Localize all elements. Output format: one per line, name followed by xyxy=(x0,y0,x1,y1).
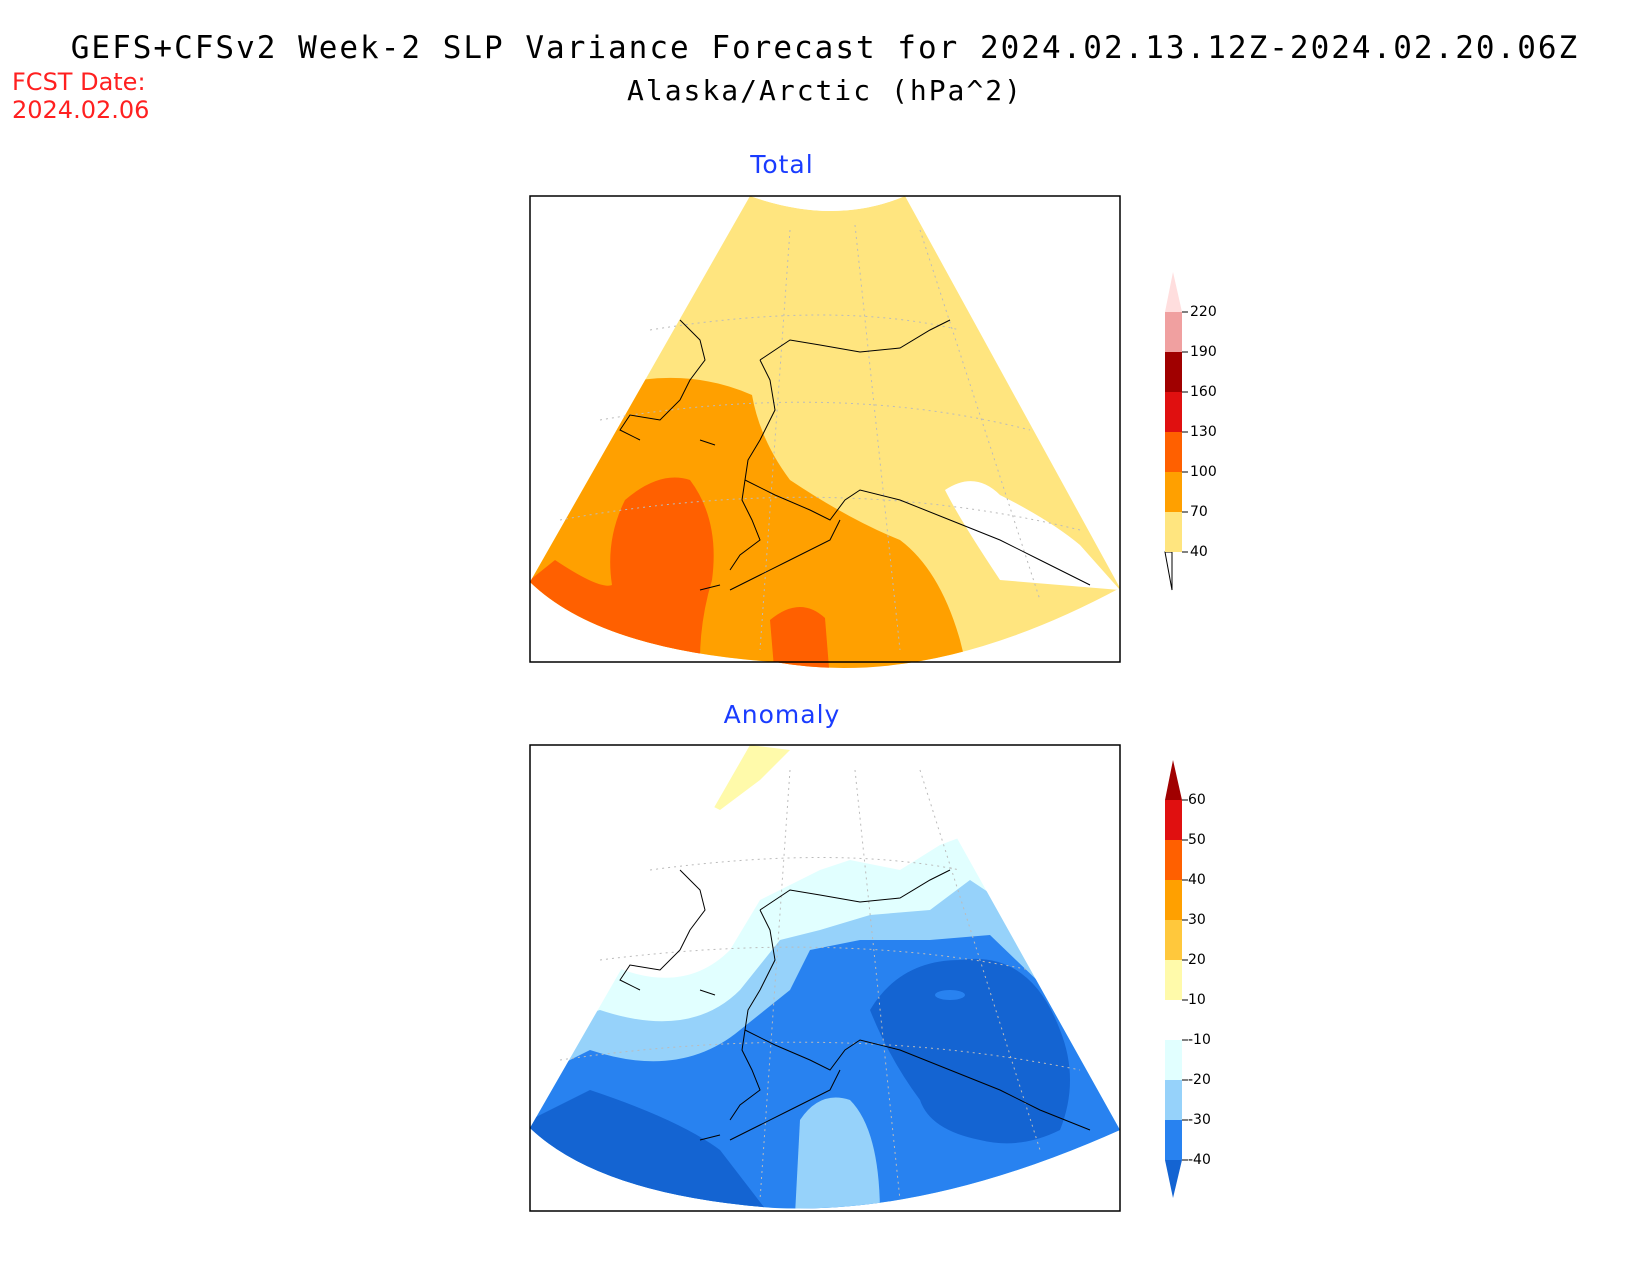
total-colorbar-label: 160 xyxy=(1190,384,1217,400)
anomaly-colorbar-bin-10-20 xyxy=(1165,960,1182,1000)
total-colorbar-low-arrow xyxy=(1164,551,1173,591)
total-panel-title: Total xyxy=(750,150,814,179)
anomaly-map xyxy=(529,744,1121,1212)
forecast-date-label: FCST Date: xyxy=(12,68,146,96)
anomaly-colorbar-label: 60 xyxy=(1188,792,1206,808)
total-colorbar-bin-130-160 xyxy=(1165,392,1182,432)
anomaly-colorbar-bin-below-minus40 xyxy=(1165,1120,1182,1160)
total-colorbar-label: 190 xyxy=(1190,344,1217,360)
total-colorbar-bin-100-130 xyxy=(1165,432,1182,472)
anomaly-colorbar-high-arrow xyxy=(1165,760,1182,800)
anomaly-colorbar-label: 20 xyxy=(1188,952,1206,968)
total-colorbar-ticks xyxy=(1182,311,1188,553)
anomaly-colorbar-bin-30-40 xyxy=(1165,880,1182,920)
anomaly-colorbar-label: -10 xyxy=(1188,1032,1211,1048)
anomaly-colorbar-label: -20 xyxy=(1188,1072,1211,1088)
anomaly-shading xyxy=(530,745,1120,1209)
anomaly-colorbar-ticks xyxy=(1182,799,1188,1161)
total-colorbar-bin-40-70 xyxy=(1165,512,1182,552)
main-title: GEFS+CFSv2 Week-2 SLP Variance Forecast … xyxy=(70,30,1580,66)
total-missing-region xyxy=(945,481,1120,590)
total-colorbar-label: 220 xyxy=(1190,304,1217,320)
forecast-date-value: 2024.02.06 xyxy=(12,96,150,124)
anomaly-colorbar-bin-40-50 xyxy=(1165,840,1182,880)
anomaly-fill-below-minus40-east xyxy=(870,958,1070,1144)
total-colorbar-high-arrow xyxy=(1165,272,1182,312)
anomaly-colorbar-label: -40 xyxy=(1188,1152,1211,1168)
total-map-frame xyxy=(529,195,1121,663)
anomaly-colorbar-bin-20-30 xyxy=(1165,920,1182,960)
total-graticule xyxy=(559,224,1081,651)
anomaly-colorbar-label: 40 xyxy=(1188,872,1206,888)
anomaly-colorbar-bin-50-60 xyxy=(1165,800,1182,840)
total-colorbar-label: 40 xyxy=(1190,544,1208,560)
map-subtitle: Alaska/Arctic (hPa^2) xyxy=(626,74,1023,107)
anomaly-colorbar-label: -30 xyxy=(1188,1112,1211,1128)
anomaly-colorbar-low-arrow xyxy=(1165,1160,1182,1198)
anomaly-colorbar-bin-minus40-minus30 xyxy=(1165,1080,1182,1120)
anomaly-colorbar-label: 50 xyxy=(1188,832,1206,848)
anomaly-graticule xyxy=(559,769,1081,1201)
anomaly-colorbar-label: 30 xyxy=(1188,912,1206,928)
anomaly-map-frame xyxy=(529,744,1121,1212)
anomaly-fill-south-tongue xyxy=(795,1097,880,1209)
total-colorbar-label: 70 xyxy=(1190,504,1208,520)
total-colorbar-label: 100 xyxy=(1190,464,1217,480)
total-fill-100-130-south xyxy=(770,607,830,669)
total-polar-cap xyxy=(750,196,905,211)
anomaly-colorbar-label: 10 xyxy=(1188,992,1206,1008)
total-colorbar-label: 130 xyxy=(1190,424,1217,440)
forecast-date-block: FCST Date: 2024.02.06 xyxy=(12,68,149,124)
total-map xyxy=(529,195,1121,669)
total-coastline xyxy=(619,319,1091,591)
total-colorbar-bin-70-100 xyxy=(1165,472,1182,512)
anomaly-fill-10-20 xyxy=(700,745,790,810)
anomaly-panel-title: Anomaly xyxy=(723,700,841,729)
anomaly-coastline xyxy=(619,869,1091,1141)
total-colorbar-bin-160-190 xyxy=(1165,352,1182,392)
total-colorbar: 40 70 100 130 160 190 220 xyxy=(1164,272,1217,591)
anomaly-fill-center-spot xyxy=(935,990,965,1000)
anomaly-colorbar: -40 -30 -20 -10 10 20 30 40 50 60 xyxy=(1165,760,1211,1198)
total-colorbar-bin-190-220 xyxy=(1165,312,1182,352)
anomaly-colorbar-bin-minus30-minus20 xyxy=(1165,1040,1182,1080)
anomaly-colorbar-bin-minus10-10 xyxy=(1165,1000,1182,1040)
